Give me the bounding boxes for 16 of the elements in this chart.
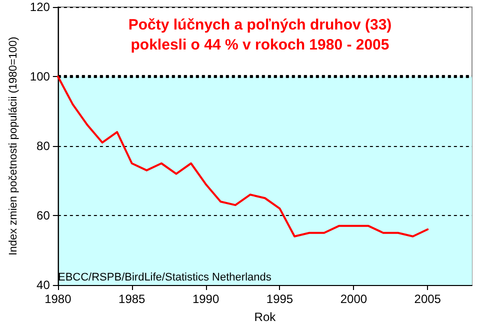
x-tick-label: 2005 bbox=[414, 292, 442, 306]
annotation: EBCC/RSPB/BirdLife/Statistics Netherlands bbox=[58, 272, 272, 284]
y-tick-label: 120 bbox=[30, 0, 50, 14]
y-axis-title: Index zmien početnosti populácii (1980=100) bbox=[8, 36, 20, 256]
line-series bbox=[56, 76, 429, 238]
x-tick-label: 1980 bbox=[44, 292, 72, 306]
text: Počty lúčnych a poľných druhov (33) poklesli o 44 % v rokoch 1980 - 2005 bbox=[128, 16, 392, 54]
x-tick-label: 1990 bbox=[192, 292, 220, 306]
x-tick-label: 1985 bbox=[118, 292, 146, 306]
x-tick-label: 2000 bbox=[340, 292, 368, 306]
x-tick-label: 1995 bbox=[266, 292, 294, 306]
y-tick-label: 40 bbox=[36, 278, 50, 292]
y-tick-label: 100 bbox=[30, 70, 50, 84]
y-tick-label: 60 bbox=[36, 208, 50, 222]
y-tick-label: 80 bbox=[36, 139, 50, 153]
x-axis-title: Rok bbox=[254, 310, 277, 324]
